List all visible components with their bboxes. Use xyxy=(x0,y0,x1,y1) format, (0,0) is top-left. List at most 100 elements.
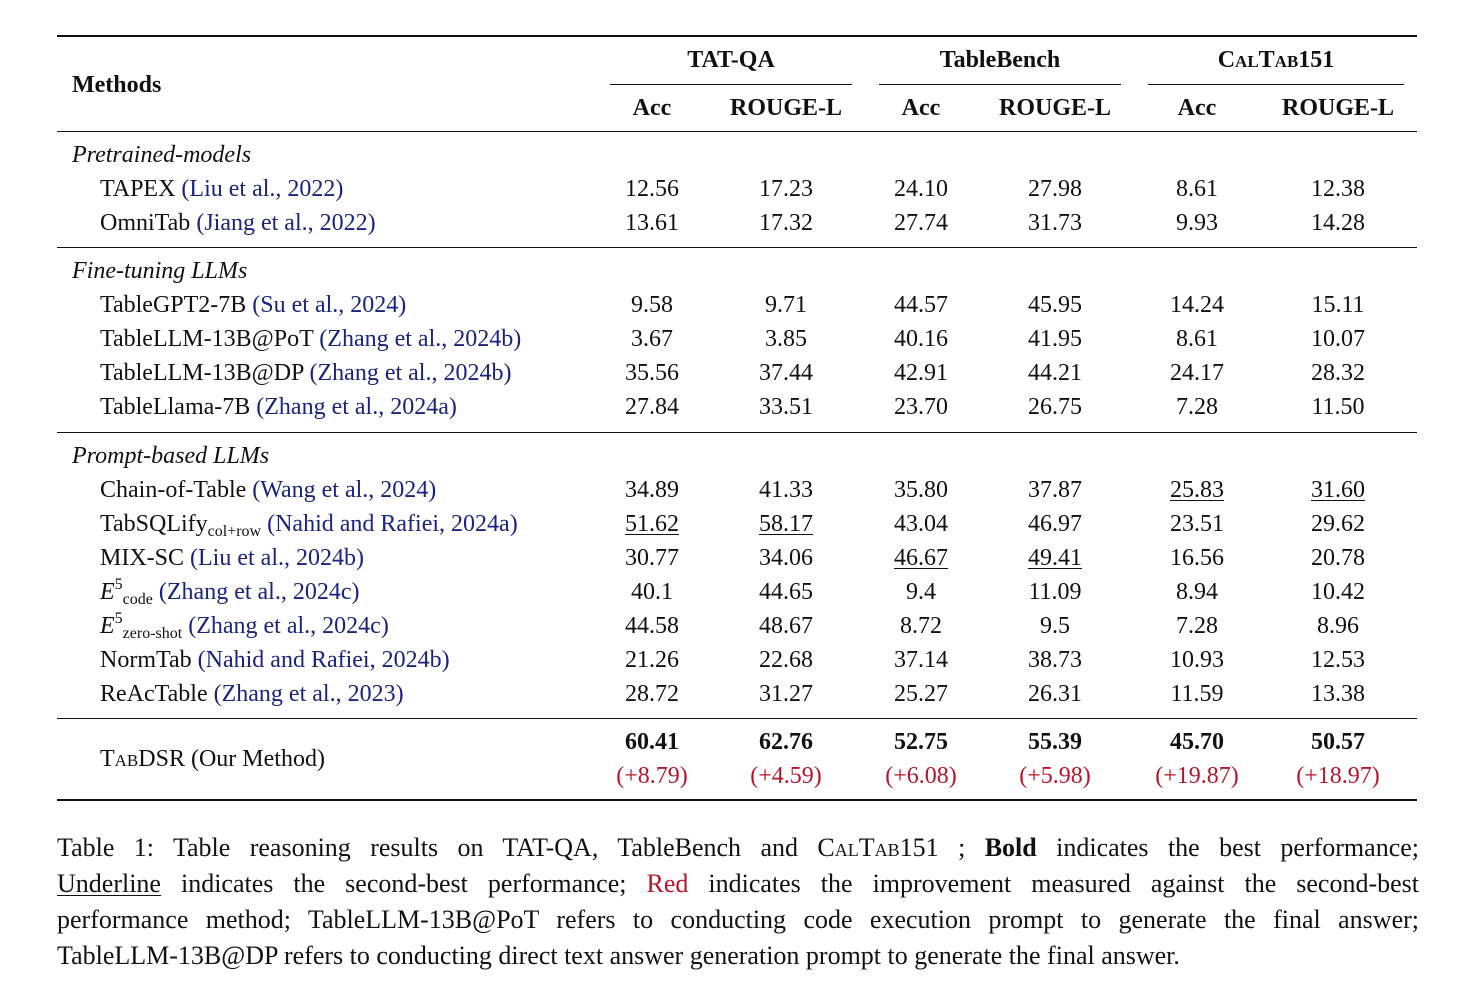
value-cell: 26.31 xyxy=(1028,681,1082,707)
citation-text[interactable]: Wang et al., 2024 xyxy=(260,477,429,503)
citation-text[interactable]: Nahid and Rafiei, 2024a xyxy=(275,511,510,537)
method-name: TableLLM-13B@DP (Zhang et al., 2024b) xyxy=(100,358,511,388)
ours-rule xyxy=(57,718,1417,719)
method-base: Chain-of-Table xyxy=(100,477,247,503)
method-name: TabSQLifycol+row (Nahid and Rafiei, 2024… xyxy=(100,509,518,540)
value-cell: 27.98 xyxy=(1028,176,1082,202)
value-cell: 9.71 xyxy=(765,292,807,318)
caption-underline-word: Underline xyxy=(57,869,161,898)
citation-text[interactable]: Zhang et al., 2024c xyxy=(196,613,381,639)
caption-text: indicates the improvement measured again… xyxy=(688,869,1420,898)
ours-best-value: 62.76 xyxy=(759,729,813,755)
col-header-tatqa-rouge: ROUGE-L xyxy=(729,95,843,121)
citation-text[interactable]: Zhang et al., 2023 xyxy=(221,681,396,707)
citation-text[interactable]: Nahid and Rafiei, 2024b xyxy=(205,647,442,673)
value-cell: 30.77 xyxy=(625,545,679,571)
value-cell: 24.10 xyxy=(894,176,948,202)
value-cell: 31.60 xyxy=(1311,477,1365,503)
value-cell: 14.28 xyxy=(1311,210,1365,236)
caption-dataset-name: CalTab xyxy=(817,833,900,862)
value-cell: 9.58 xyxy=(631,292,673,318)
citation-link[interactable]: (Zhang et al., 2024b) xyxy=(319,326,522,352)
method-base: TableGPT2-7B xyxy=(100,292,247,318)
method-sub: col+row xyxy=(207,523,262,540)
value-cell: 41.95 xyxy=(1028,326,1082,352)
value-cell: 13.38 xyxy=(1311,681,1365,707)
value-cell: 25.27 xyxy=(894,681,948,707)
citation-text[interactable]: Zhang et al., 2024b xyxy=(317,360,504,386)
caption-line-4: TableLLM-13B@DP refers to conducting dir… xyxy=(57,941,1180,970)
citation-text[interactable]: Jiang et al., 2022 xyxy=(204,210,368,236)
value-cell: 33.51 xyxy=(759,394,813,420)
citation-link[interactable]: (Zhang et al., 2024a) xyxy=(256,394,457,420)
citation-link[interactable]: (Jiang et al., 2022) xyxy=(196,210,376,236)
ours-improvement: (+8.79) xyxy=(616,763,688,789)
caption-text: Table 1: Table reasoning results on TAT-… xyxy=(57,833,818,862)
ours-improvement: (+19.87) xyxy=(1155,763,1239,789)
citation-link[interactable]: (Su et al., 2024) xyxy=(252,292,407,318)
value-cell: 44.65 xyxy=(759,579,813,605)
citation-text[interactable]: Liu et al., 2022 xyxy=(189,176,336,202)
method-name: E5zero-shot (Zhang et al., 2024c) xyxy=(100,610,389,642)
caption-bold-word: Bold xyxy=(984,833,1037,862)
citation-link[interactable]: (Liu et al., 2022) xyxy=(181,176,344,202)
method-base: TableLlama-7B xyxy=(100,394,251,420)
value-cell: 28.72 xyxy=(625,681,679,707)
value-cell: 35.56 xyxy=(625,360,679,386)
citation-text[interactable]: Zhang et al., 2024b xyxy=(327,326,514,352)
method-sup: 5 xyxy=(114,610,123,627)
group-label: Prompt-based LLMs xyxy=(72,443,270,469)
method-base: E xyxy=(100,613,115,639)
dataset-header-tatqa: TAT-QA xyxy=(687,47,775,73)
col-header-tatqa-acc: Acc xyxy=(632,95,672,121)
citation-text[interactable]: Liu et al., 2024b xyxy=(198,545,356,571)
citation-link[interactable]: (Zhang et al., 2024c) xyxy=(188,613,389,639)
method-name: ReAcTable (Zhang et al., 2023) xyxy=(100,679,404,709)
ours-name: TabDSR xyxy=(100,746,185,772)
group-label: Fine-tuning LLMs xyxy=(72,258,248,284)
caltab-cmidrule xyxy=(1148,84,1404,85)
col-header-caltab-acc: Acc xyxy=(1177,95,1217,121)
value-cell: 10.07 xyxy=(1311,326,1365,352)
value-cell: 31.73 xyxy=(1028,210,1082,236)
caltab-name: CalTab xyxy=(1217,47,1299,73)
method-name: Chain-of-Table (Wang et al., 2024) xyxy=(100,475,436,505)
method-sup: 5 xyxy=(114,576,123,593)
ours-method: TabDSR (Our Method) xyxy=(100,744,325,774)
value-cell: 12.56 xyxy=(625,176,679,202)
value-cell: 48.67 xyxy=(759,613,813,639)
value-cell: 31.27 xyxy=(759,681,813,707)
citation-link[interactable]: (Nahid and Rafiei, 2024b) xyxy=(197,647,450,673)
value-cell: 28.32 xyxy=(1311,360,1365,386)
citation-link[interactable]: (Zhang et al., 2024b) xyxy=(309,360,512,386)
method-name: TableLlama-7B (Zhang et al., 2024a) xyxy=(100,392,457,422)
citation-text[interactable]: Zhang et al., 2024c xyxy=(166,579,352,605)
value-cell: 23.70 xyxy=(894,394,948,420)
citation-link[interactable]: (Nahid and Rafiei, 2024a) xyxy=(267,511,518,537)
citation-link[interactable]: (Zhang et al., 2023) xyxy=(213,681,404,707)
citation-link[interactable]: (Wang et al., 2024) xyxy=(252,477,437,503)
value-cell: 37.87 xyxy=(1028,477,1082,503)
citation-link[interactable]: (Liu et al., 2024b) xyxy=(190,545,364,571)
caption-text: 151 ; xyxy=(899,833,985,862)
value-cell: 17.23 xyxy=(759,176,813,202)
method-name: OmniTab (Jiang et al., 2022) xyxy=(100,208,376,238)
citation-text[interactable]: Su et al., 2024 xyxy=(260,292,399,318)
value-cell: 27.74 xyxy=(894,210,948,236)
group-rule-1 xyxy=(57,247,1417,248)
ours-best-value: 50.57 xyxy=(1311,729,1365,755)
method-name: MIX-SC (Liu et al., 2024b) xyxy=(100,543,364,573)
ours-improvement: (+4.59) xyxy=(750,763,822,789)
value-cell: 26.75 xyxy=(1028,394,1082,420)
ours-improvement: (+5.98) xyxy=(1019,763,1091,789)
citation-text[interactable]: Zhang et al., 2024a xyxy=(264,394,449,420)
col-header-tablebench-acc: Acc xyxy=(901,95,941,121)
value-cell: 8.61 xyxy=(1176,326,1218,352)
method-base: TAPEX xyxy=(100,176,176,202)
caption-text: indicates the best performance; xyxy=(1036,833,1420,862)
value-cell: 24.17 xyxy=(1170,360,1224,386)
citation-link[interactable]: (Zhang et al., 2024c) xyxy=(158,579,360,605)
method-base: E xyxy=(100,579,115,605)
method-sub: code xyxy=(122,591,153,608)
ours-best-value: 45.70 xyxy=(1170,729,1224,755)
